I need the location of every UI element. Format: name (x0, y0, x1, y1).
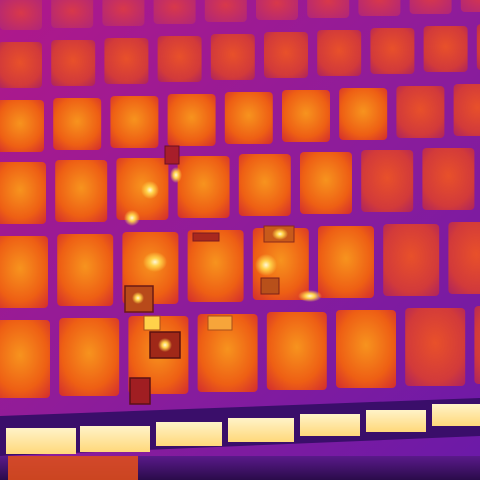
solar-cell (264, 32, 308, 78)
solar-cell (0, 42, 42, 88)
rail-segment (80, 426, 150, 452)
rail-segment (300, 414, 360, 436)
hotspot-box (164, 145, 180, 165)
solar-cell (317, 30, 362, 76)
solar-cell (361, 150, 414, 212)
solar-cell (339, 88, 388, 140)
solar-cell (370, 28, 415, 74)
hot-frame-rail (0, 398, 480, 480)
rail-segment (6, 428, 76, 454)
solar-cell (0, 320, 50, 398)
hotspot-box (129, 377, 151, 405)
solar-cell (383, 224, 440, 296)
solar-cell (453, 84, 480, 136)
solar-cell (187, 230, 244, 302)
rail-segment (432, 404, 480, 426)
solar-cell (177, 156, 230, 218)
solar-cell (55, 160, 108, 222)
solar-cell (153, 0, 196, 24)
panel-cell-grid (0, 0, 480, 398)
solar-cell (204, 0, 247, 22)
solar-cell (307, 0, 350, 18)
solar-cell (448, 222, 480, 294)
hotspot-glow (255, 254, 277, 276)
rail-segment (156, 422, 222, 446)
hotspot-glow (124, 210, 140, 226)
solar-cell (300, 152, 352, 214)
solar-cell (318, 226, 374, 298)
solar-cell (210, 34, 255, 80)
solar-cell (336, 310, 396, 388)
solar-cell (405, 308, 466, 386)
solar-cell (157, 36, 202, 82)
hotspot-box (192, 232, 220, 242)
solar-cell (0, 236, 48, 308)
hotspot-glow (141, 181, 159, 199)
hotspot-box (207, 315, 233, 331)
solar-cell (51, 40, 96, 86)
solar-cell (51, 0, 94, 28)
solar-cell (102, 0, 145, 26)
solar-cell (409, 0, 452, 14)
solar-cell (104, 38, 149, 84)
hotspot-layer (124, 145, 322, 405)
hotspot-box (143, 315, 161, 331)
solar-cell (282, 90, 330, 142)
hotspot-glow (143, 252, 167, 272)
hotspot-glow (272, 228, 288, 240)
hotspot-glow (132, 292, 144, 304)
solar-cell (53, 98, 102, 150)
solar-cell (460, 0, 480, 12)
hotspot-glow (298, 290, 322, 302)
solar-cell (197, 314, 258, 392)
solar-cell (238, 154, 291, 216)
hotspot-glow (158, 338, 172, 352)
hotspot-box (260, 277, 280, 295)
solar-cell (167, 94, 216, 146)
solar-cell (476, 24, 480, 70)
solar-cell (266, 312, 327, 390)
solar-cell (358, 0, 401, 16)
solar-cell (422, 148, 475, 210)
solar-cell (0, 0, 42, 30)
solar-cell (0, 100, 44, 152)
solar-cell (110, 96, 159, 148)
solar-cell (474, 306, 480, 384)
rail-segment (366, 410, 426, 432)
solar-cell (396, 86, 445, 138)
solar-cell (0, 162, 46, 224)
hotspot-box (124, 285, 154, 313)
hotspot-glow (170, 167, 182, 183)
solar-cell (59, 318, 120, 396)
rail-segment (228, 418, 294, 442)
warm-ground-patch (8, 456, 138, 480)
solar-cell (224, 92, 273, 144)
solar-cell (256, 0, 298, 20)
solar-cell (423, 26, 468, 72)
solar-cell (57, 234, 114, 306)
